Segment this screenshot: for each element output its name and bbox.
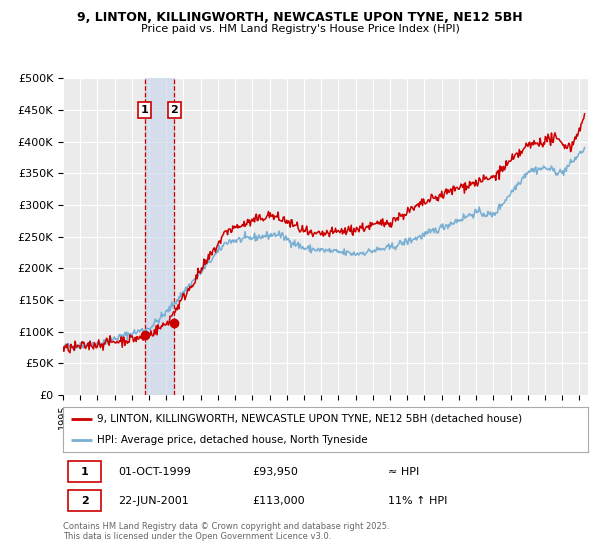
Text: ≈ HPI: ≈ HPI	[389, 466, 420, 477]
Text: 11% ↑ HPI: 11% ↑ HPI	[389, 496, 448, 506]
Text: 2: 2	[80, 496, 88, 506]
Text: £93,950: £93,950	[252, 466, 298, 477]
Text: Contains HM Land Registry data © Crown copyright and database right 2025.
This d: Contains HM Land Registry data © Crown c…	[63, 522, 389, 542]
Text: 01-OCT-1999: 01-OCT-1999	[118, 466, 191, 477]
Text: £113,000: £113,000	[252, 496, 305, 506]
FancyBboxPatch shape	[68, 461, 101, 482]
Text: 1: 1	[80, 466, 88, 477]
Text: 9, LINTON, KILLINGWORTH, NEWCASTLE UPON TYNE, NE12 5BH (detached house): 9, LINTON, KILLINGWORTH, NEWCASTLE UPON …	[97, 414, 522, 424]
Text: HPI: Average price, detached house, North Tyneside: HPI: Average price, detached house, Nort…	[97, 435, 368, 445]
FancyBboxPatch shape	[68, 490, 101, 511]
Bar	[145, 78, 175, 395]
Text: Price paid vs. HM Land Registry's House Price Index (HPI): Price paid vs. HM Land Registry's House …	[140, 24, 460, 34]
Text: 22-JUN-2001: 22-JUN-2001	[118, 496, 189, 506]
Text: 2: 2	[170, 105, 178, 115]
Text: 1: 1	[141, 105, 149, 115]
Text: 9, LINTON, KILLINGWORTH, NEWCASTLE UPON TYNE, NE12 5BH: 9, LINTON, KILLINGWORTH, NEWCASTLE UPON …	[77, 11, 523, 24]
